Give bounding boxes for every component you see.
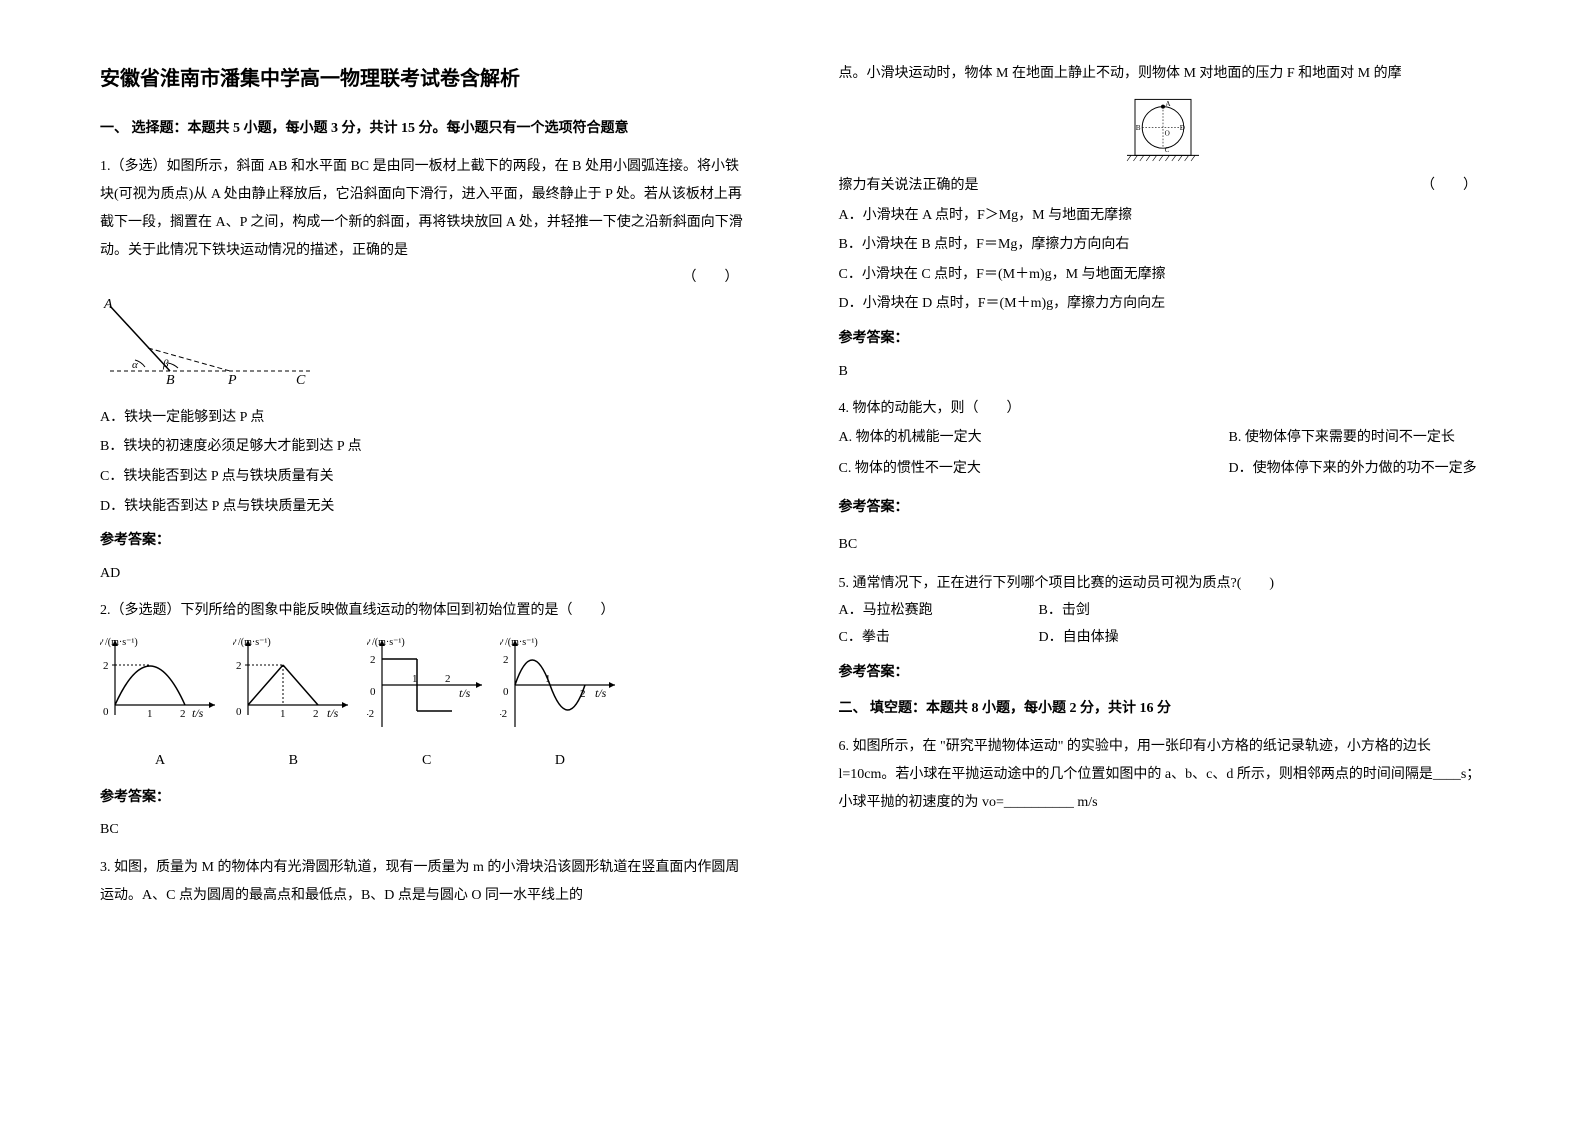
svg-text:P: P [227,373,237,386]
graph-c-label: C [367,748,487,775]
question-6: 6. 如图所示，在 "研究平抛物体运动" 的实验中，用一张印有小方格的纸记录轨迹… [839,733,1488,817]
q3-opt-c: C．小滑块在 C 点时，F＝(M＋m)g，M 与地面无摩擦 [839,262,1488,289]
right-column: 点。小滑块运动时，物体 M 在地面上静止不动，则物体 M 对地面的压力 F 和地… [839,60,1488,920]
section2-header: 二、 填空题：本题共 8 小题，每小题 2 分，共计 16 分 [839,696,1488,723]
svg-text:α: α [132,359,138,371]
q4-answer-label: 参考答案： [839,493,1488,524]
q4-opt-a: A. 物体的机械能一定大 [839,423,1229,454]
svg-text:v: v [367,635,371,648]
q3-stem1: 3. 如图，质量为 M 的物体内有光滑圆形轨道，现有一质量为 m 的小滑块沿该圆… [100,854,749,910]
graph-d: v/(m·s⁻¹) 2 0 -2 1 2 t/s D [500,635,620,774]
q3-answer: B [839,359,1488,386]
q1-stem: 1.（多选）如图所示，斜面 AB 和水平面 BC 是由同一板材上截下的两段，在 … [100,153,749,265]
svg-text:2: 2 [503,654,509,666]
graph-b: v/(m·s⁻¹) 2 0 1 2 t/s B [233,635,353,774]
svg-text:2: 2 [445,673,451,685]
q3-opt-d: D．小滑块在 D 点时，F＝(M＋m)g，摩擦力方向向左 [839,291,1488,318]
q2-answer: BC [100,817,749,844]
q5-opt-d: D．自由体操 [1039,625,1488,652]
q1-opt-c: C．铁块能否到达 P 点与铁块质量有关 [100,464,749,491]
q6-stem: 6. 如图所示，在 "研究平抛物体运动" 的实验中，用一张印有小方格的纸记录轨迹… [839,733,1488,817]
svg-text:/(m·s⁻¹): /(m·s⁻¹) [505,637,538,648]
svg-text:0: 0 [503,686,509,698]
question-3-part1: 3. 如图，质量为 M 的物体内有光滑圆形轨道，现有一质量为 m 的小滑块沿该圆… [100,854,749,910]
q4-opt-d: D．使物体停下来的外力做的功不一定多 [1229,454,1488,485]
q4-opt-b: B. 使物体停下来需要的时间不一定长 [1229,423,1488,454]
svg-text:v: v [500,635,504,648]
svg-text:v: v [233,635,237,648]
svg-text:O: O [1164,129,1169,137]
q1-opt-a: A．铁块一定能够到达 P 点 [100,405,749,432]
svg-text:2: 2 [180,708,186,720]
svg-text:t/s: t/s [459,686,471,700]
q3-figure: A B D O C [1123,93,1203,173]
svg-text:A: A [103,297,113,312]
q3-answer-label: 参考答案： [839,326,1488,353]
graph-a: v/(m·s⁻¹) 2 0 1 2 t/s A [100,635,220,774]
svg-text:1: 1 [147,708,153,720]
q2-answer-label: 参考答案： [100,785,749,812]
q5-opt-a: A．马拉松赛跑 [839,598,1039,625]
svg-text:D: D [1180,124,1185,132]
question-1: 1.（多选）如图所示，斜面 AB 和水平面 BC 是由同一板材上截下的两段，在 … [100,153,749,588]
q5-answer-label: 参考答案： [839,660,1488,687]
svg-text:/(m·s⁻¹): /(m·s⁻¹) [105,637,138,648]
q2-graphs: v/(m·s⁻¹) 2 0 1 2 t/s A [100,635,620,774]
q3-paren: （ ） [1421,173,1477,200]
q5-opt-b: B．击剑 [1039,598,1488,625]
question-5: 5. 通常情况下，正在进行下列哪个项目比赛的运动员可视为质点?( ) A．马拉松… [839,570,1488,686]
svg-text:/(m·s⁻¹): /(m·s⁻¹) [372,637,405,648]
svg-text:C: C [1164,146,1169,154]
svg-text:1: 1 [280,708,286,720]
q1-answer: AD [100,561,749,588]
svg-text:1: 1 [545,673,551,685]
q2-stem: 2.（多选题）下列所给的图象中能反映做直线运动的物体回到初始位置的是（ ） [100,597,749,625]
graph-d-label: D [500,748,620,775]
svg-text:0: 0 [370,686,376,698]
svg-text:t/s: t/s [595,686,607,700]
svg-text:C: C [296,373,306,386]
q1-opt-d: D．铁块能否到达 P 点与铁块质量无关 [100,494,749,521]
svg-text:B: B [1136,124,1141,132]
svg-text:B: B [166,373,175,386]
svg-text:0: 0 [103,706,109,718]
page-title: 安徽省淮南市潘集中学高一物理联考试卷含解析 [100,60,749,98]
svg-text:1: 1 [412,673,418,685]
q5-stem: 5. 通常情况下，正在进行下列哪个项目比赛的运动员可视为质点?( ) [839,570,1488,598]
svg-text:2: 2 [370,654,376,666]
q1-opt-b: B．铁块的初速度必须足够大才能到达 P 点 [100,434,749,461]
svg-text:v: v [100,635,104,648]
q3-opt-a: A．小滑块在 A 点时，F＞Mg，M 与地面无摩擦 [839,203,1488,230]
question-4: 4. 物体的动能大，则（ ） A. 物体的机械能一定大 B. 使物体停下来需要的… [839,395,1488,560]
q5-opt-c: C．拳击 [839,625,1039,652]
graph-a-label: A [100,748,220,775]
svg-text:2: 2 [313,708,319,720]
svg-text:t/s: t/s [327,706,339,720]
q3-stem2: 点。小滑块运动时，物体 M 在地面上静止不动，则物体 M 对地面的压力 F 和地… [839,60,1488,88]
section1-header: 一、 选择题：本题共 5 小题，每小题 3 分，共计 15 分。每小题只有一个选… [100,116,749,143]
svg-text:2: 2 [580,688,586,700]
svg-text:t/s: t/s [192,706,204,720]
svg-text:-2: -2 [500,708,507,720]
question-2: 2.（多选题）下列所给的图象中能反映做直线运动的物体回到初始位置的是（ ） v/… [100,597,749,843]
q1-figure: A α β B P C [100,296,320,386]
q3-opt-b: B．小滑块在 B 点时，F＝Mg，摩擦力方向向右 [839,232,1488,259]
svg-text:A: A [1165,100,1171,108]
svg-text:2: 2 [103,660,109,672]
q1-paren: （ ） [683,265,739,292]
q3-stem3: 擦力有关说法正确的是 [839,178,979,193]
svg-text:β: β [162,358,169,370]
q4-opt-c: C. 物体的惯性不一定大 [839,454,1229,485]
svg-text:2: 2 [236,660,242,672]
svg-text:0: 0 [236,706,242,718]
q1-answer-label: 参考答案： [100,528,749,555]
q4-stem: 4. 物体的动能大，则（ ） [839,395,1488,423]
svg-text:-2: -2 [367,708,374,720]
graph-b-label: B [233,748,353,775]
q4-answer: BC [839,530,1488,561]
q3-stem3-row: 擦力有关说法正确的是 （ ） [839,173,1488,200]
svg-text:/(m·s⁻¹): /(m·s⁻¹) [238,637,271,648]
left-column: 安徽省淮南市潘集中学高一物理联考试卷含解析 一、 选择题：本题共 5 小题，每小… [100,60,749,920]
graph-c: v/(m·s⁻¹) 2 0 -2 1 2 t/s C [367,635,487,774]
